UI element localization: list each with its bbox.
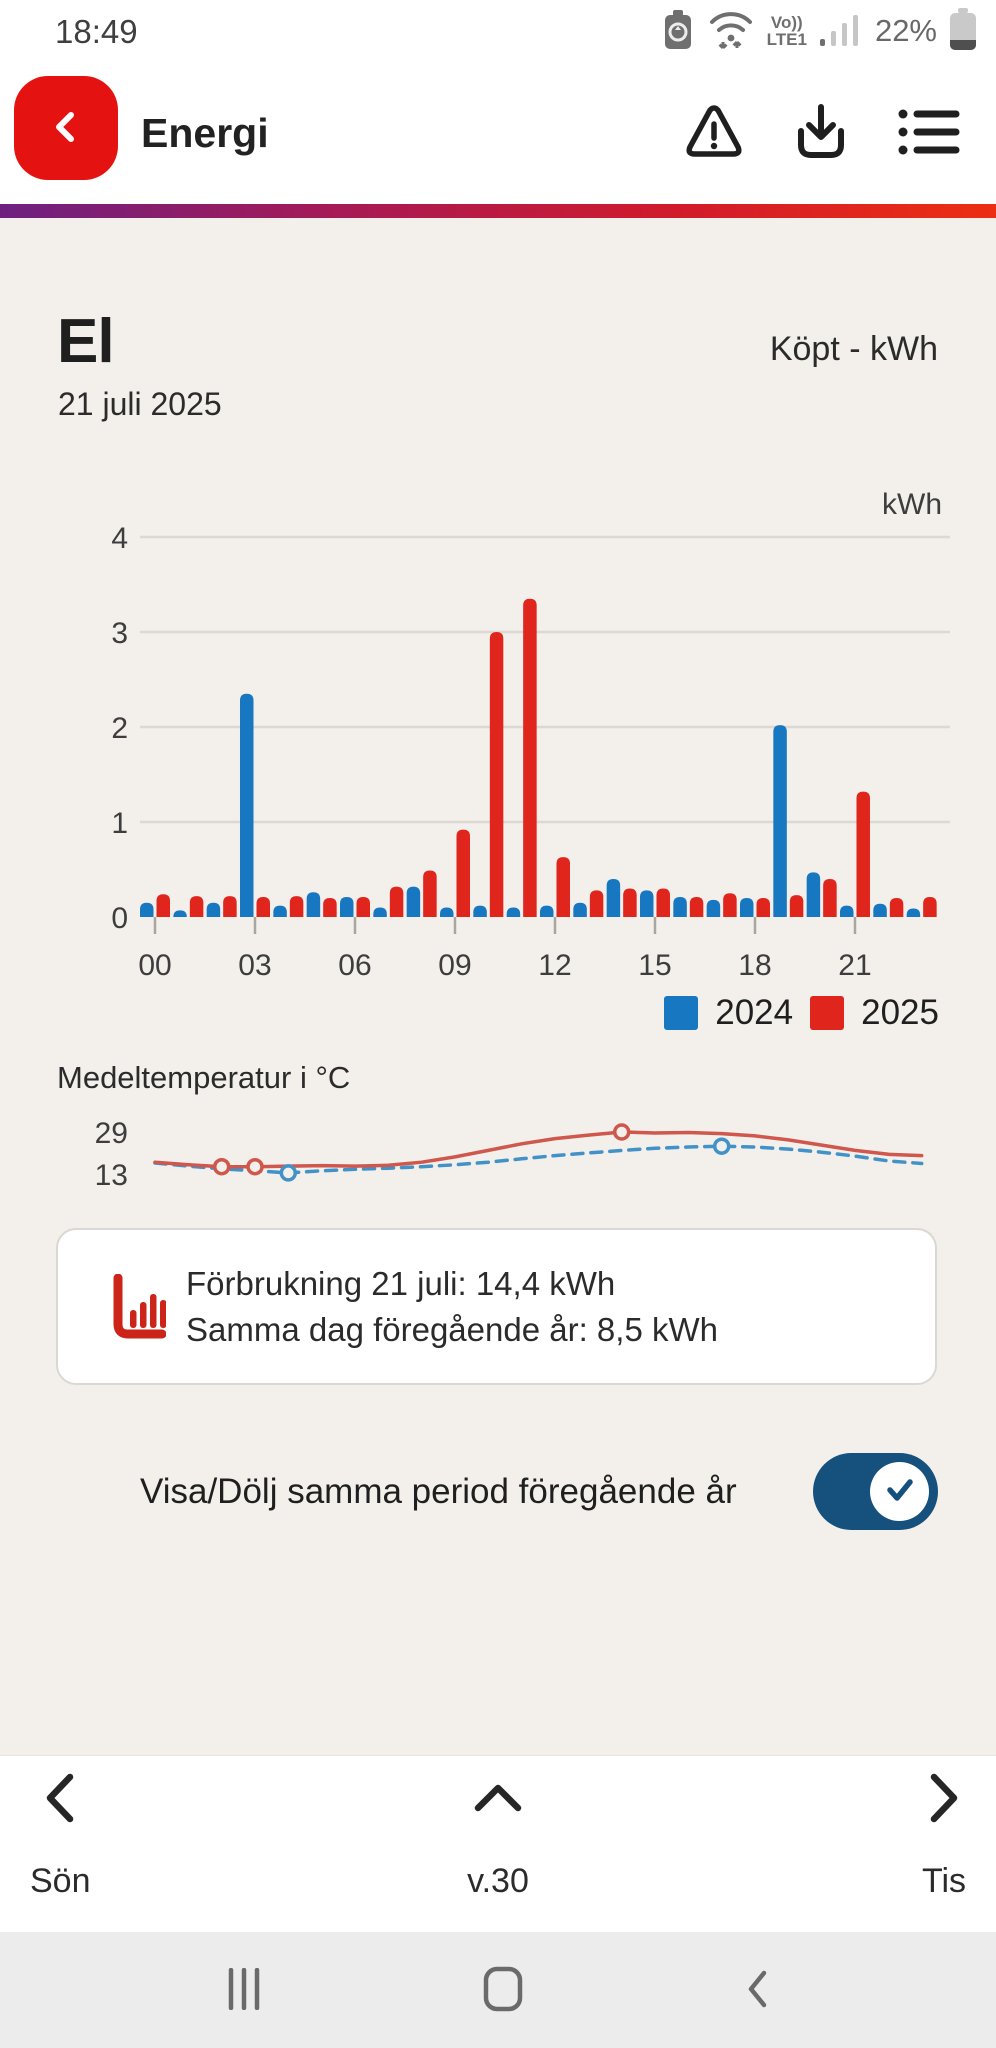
legend-label-2024: 2024 bbox=[715, 993, 794, 1032]
period-navigation: Sön v.30 Tis bbox=[0, 1755, 996, 1932]
wifi-icon bbox=[706, 6, 756, 57]
svg-text:1: 1 bbox=[111, 807, 128, 840]
consumption-previous-year: Samma dag föregående år: 8,5 kWh bbox=[186, 1311, 718, 1348]
temperature-line-chart: 29 13 bbox=[0, 1100, 996, 1225]
download-button[interactable] bbox=[790, 101, 852, 166]
chevron-up-icon bbox=[472, 1756, 524, 1840]
svg-text:12: 12 bbox=[538, 949, 571, 982]
unit-label: Köpt - kWh bbox=[769, 330, 938, 368]
menu-button[interactable] bbox=[896, 102, 962, 165]
recents-button[interactable] bbox=[227, 1967, 261, 2013]
home-icon bbox=[483, 1966, 523, 2015]
svg-text:00: 00 bbox=[138, 949, 171, 982]
signal-strength-icon bbox=[818, 9, 864, 54]
alerts-button[interactable] bbox=[682, 101, 746, 166]
clock: 18:49 bbox=[55, 13, 138, 50]
header-actions bbox=[682, 62, 962, 204]
svg-text:03: 03 bbox=[238, 949, 271, 982]
hourly-consumption-bar-chart[interactable]: 0 1 2 3 4 kWh 00 03 06 09 12 15 18 21 bbox=[0, 470, 996, 1040]
svg-text:15: 15 bbox=[638, 949, 671, 982]
android-navigation-bar bbox=[0, 1932, 996, 2048]
svg-text:3: 3 bbox=[111, 617, 128, 650]
back-nav-icon bbox=[745, 1970, 769, 2012]
next-day-button[interactable]: Tis bbox=[922, 1756, 966, 1933]
status-bar: 18:49 Vo)) LTE1 22% bbox=[0, 0, 996, 62]
battery-percent: 22% bbox=[874, 13, 937, 48]
previous-day-button[interactable]: Sön bbox=[30, 1756, 91, 1933]
home-button[interactable] bbox=[483, 1966, 523, 2015]
date-label: 21 juli 2025 bbox=[58, 386, 222, 422]
bar-chart-icon bbox=[110, 1273, 167, 1347]
svg-text:2: 2 bbox=[111, 712, 128, 745]
svg-text:06: 06 bbox=[338, 949, 371, 982]
legend-swatch-2024 bbox=[664, 996, 699, 1030]
app-header: Energi bbox=[0, 62, 996, 204]
svg-text:0: 0 bbox=[111, 902, 128, 935]
legend-label-2025: 2025 bbox=[861, 993, 939, 1032]
svg-text:13: 13 bbox=[95, 1159, 128, 1192]
toggle-knob bbox=[870, 1462, 929, 1521]
brand-gradient-bar bbox=[0, 204, 996, 218]
legend-swatch-2025 bbox=[810, 996, 845, 1030]
previous-day-label: Sön bbox=[30, 1862, 91, 1900]
check-icon bbox=[883, 1475, 917, 1508]
toggle-label: Visa/Dölj samma period föregående år bbox=[140, 1471, 737, 1511]
recents-icon bbox=[227, 1967, 261, 2013]
commodity-title: El bbox=[57, 307, 115, 376]
battery-saver-icon bbox=[661, 7, 695, 56]
list-menu-icon bbox=[896, 109, 962, 165]
back-button[interactable] bbox=[14, 76, 118, 180]
previous-year-toggle[interactable] bbox=[813, 1453, 938, 1530]
volte-indicator: Vo)) LTE1 bbox=[766, 13, 807, 49]
chart-legend: 2024 2025 bbox=[664, 993, 939, 1033]
consumption-today: Förbrukning 21 juli: 14,4 kWh bbox=[186, 1265, 616, 1302]
back-nav-button[interactable] bbox=[745, 1969, 769, 2012]
warning-icon bbox=[682, 104, 746, 166]
svg-text:09: 09 bbox=[438, 949, 471, 982]
week-expand-button[interactable]: v.30 bbox=[428, 1756, 568, 1933]
svg-text:4: 4 bbox=[111, 522, 128, 555]
download-icon bbox=[790, 103, 852, 166]
chevron-right-icon bbox=[926, 1756, 962, 1840]
back-icon bbox=[46, 105, 86, 152]
chevron-left-icon bbox=[42, 1756, 78, 1840]
svg-text:21: 21 bbox=[838, 949, 871, 982]
week-label: v.30 bbox=[467, 1862, 529, 1900]
consumption-summary-card: Förbrukning 21 juli: 14,4 kWh Samma dag … bbox=[56, 1228, 937, 1385]
status-icons: Vo)) LTE1 22% bbox=[661, 0, 978, 62]
next-day-label: Tis bbox=[921, 1862, 966, 1900]
svg-text:18: 18 bbox=[738, 949, 771, 982]
page-title: Energi bbox=[141, 109, 269, 156]
svg-text:29: 29 bbox=[95, 1117, 128, 1150]
battery-icon bbox=[948, 6, 978, 57]
svg-text:kWh: kWh bbox=[882, 488, 942, 521]
temperature-title: Medeltemperatur i °C bbox=[57, 1060, 351, 1095]
previous-year-toggle-row: Visa/Dölj samma period föregående år bbox=[0, 1453, 996, 1530]
content-area: El Köpt - kWh 21 juli 2025 0 1 2 3 4 kWh 00 03 0… bbox=[0, 218, 996, 1755]
